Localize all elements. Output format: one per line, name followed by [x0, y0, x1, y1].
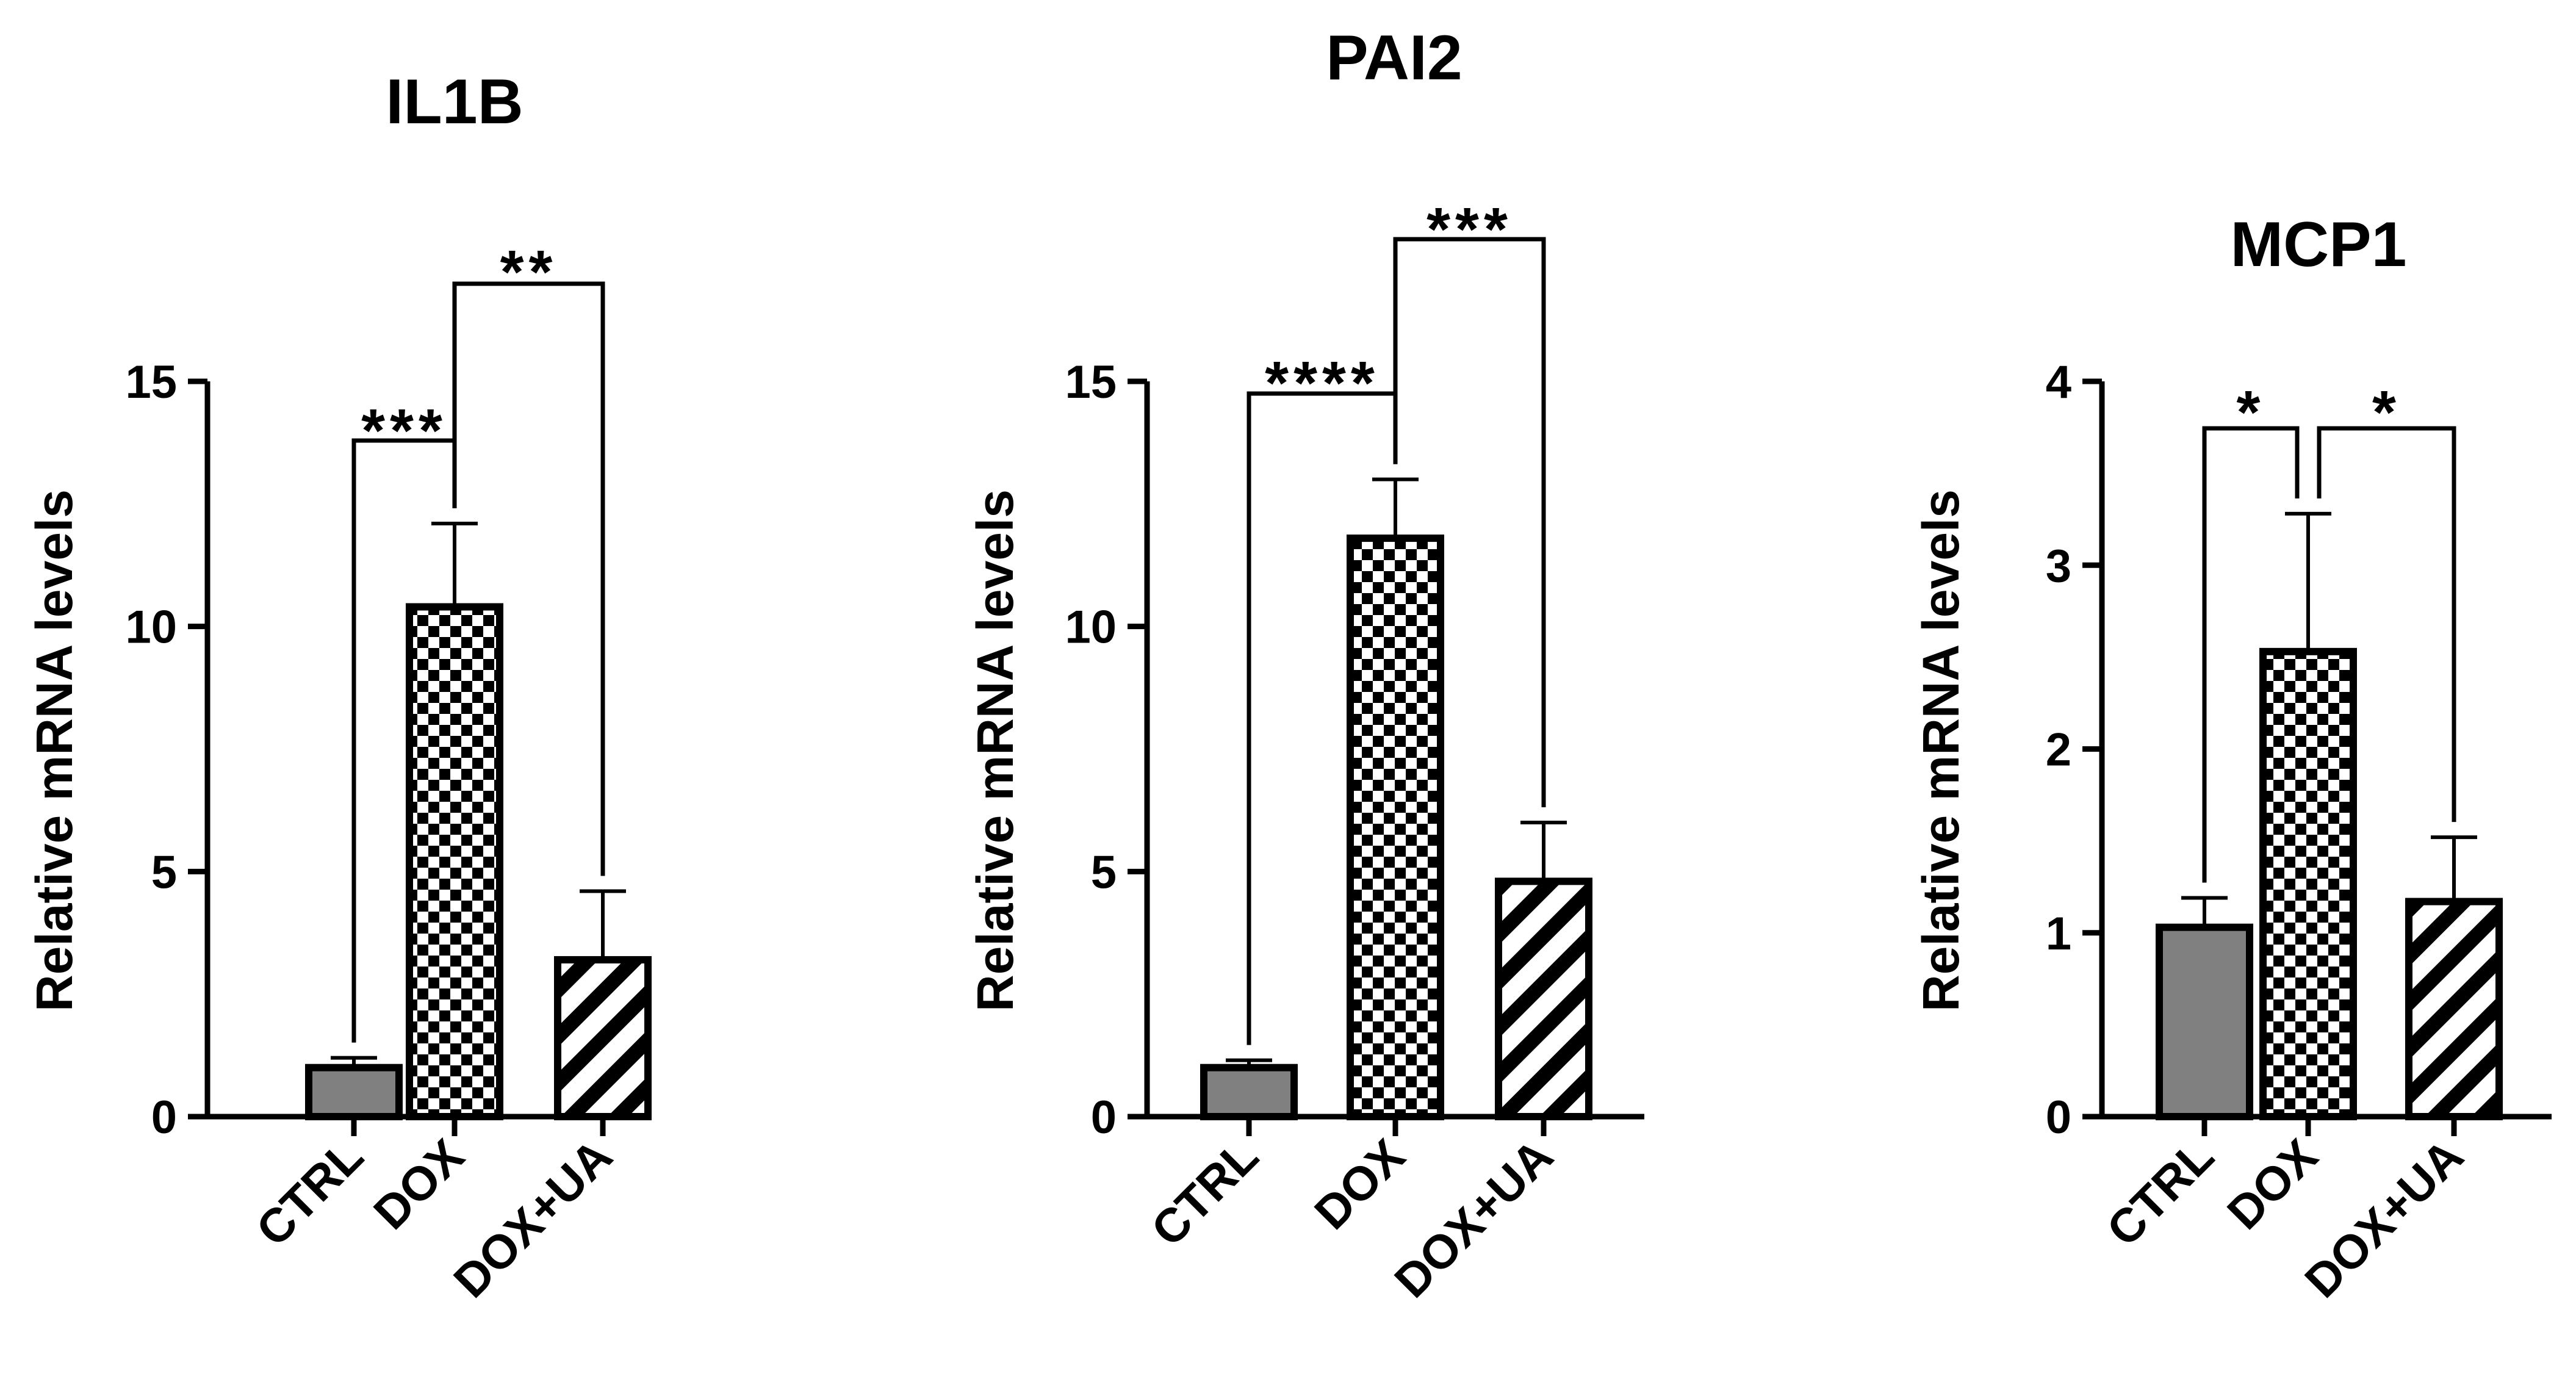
- y-tick-label: 10: [1065, 602, 1117, 653]
- bar-ctrl: [2156, 923, 2253, 1121]
- y-tick-label: 15: [1065, 356, 1117, 408]
- y-tick-label: 0: [2046, 1092, 2071, 1143]
- significance-label: *: [2237, 378, 2265, 447]
- bar-ctrl: [305, 1064, 403, 1120]
- bar-dox-ua: [2405, 898, 2503, 1120]
- y-tick-label: 3: [2046, 540, 2071, 592]
- significance-bracket: [2202, 426, 2300, 883]
- x-tick-label: CTRL: [2096, 1129, 2224, 1256]
- y-tick-label: 4: [2046, 356, 2071, 408]
- x-tick-label: CTRL: [1141, 1129, 1268, 1256]
- significance-label: ****: [1265, 349, 1380, 417]
- chart-panel-pai2: PAI2 Relative mRNA levels: [966, 23, 1462, 1012]
- chart-title: MCP1: [2231, 209, 2407, 280]
- x-tick-label: DOX: [2217, 1129, 2328, 1240]
- bar-dox-ua: [1495, 877, 1592, 1121]
- bar-dox: [1347, 535, 1444, 1120]
- y-tick-label: 10: [125, 602, 177, 653]
- y-tick-label: 15: [125, 356, 177, 408]
- y-tick-label: 0: [1091, 1092, 1117, 1143]
- x-tick-label: DOX: [1304, 1129, 1415, 1240]
- y-axis-label: Relative mRNA levels: [26, 489, 83, 1012]
- x-tick-label: DOX+UA: [1384, 1129, 1563, 1308]
- x-tick-label: CTRL: [246, 1129, 373, 1256]
- significance-bracket: [452, 281, 605, 876]
- y-tick-label: 0: [151, 1092, 177, 1143]
- significance-bracket: [2317, 426, 2456, 823]
- bar-ctrl: [1200, 1064, 1298, 1120]
- significance-label: *: [2372, 378, 2401, 447]
- chart-title: PAI2: [1326, 23, 1462, 93]
- significance-label: ***: [361, 397, 447, 465]
- y-tick-label: 1: [2046, 908, 2071, 960]
- y-axis-label: Relative mRNA levels: [966, 489, 1024, 1012]
- y-tick-label: 2: [2046, 724, 2071, 776]
- x-tick-label: DOX+UA: [443, 1129, 622, 1308]
- chart-panel-mcp1: MCP1 Relative mRNA levels: [1912, 209, 2406, 1012]
- bar-dox-ua: [554, 956, 652, 1121]
- chart-panel-il1b: IL1B Relative mRNA levels: [26, 67, 523, 1012]
- significance-label: **: [500, 238, 558, 306]
- chart-title: IL1B: [386, 67, 523, 137]
- significance-label: ***: [1427, 195, 1513, 264]
- y-axis-label: Relative mRNA levels: [1912, 489, 1970, 1012]
- y-tick-label: 5: [151, 846, 177, 898]
- y-tick-label: 5: [1091, 846, 1117, 898]
- bar-dox: [2259, 647, 2357, 1120]
- x-tick-label: DOX: [363, 1129, 474, 1240]
- x-tick-label: DOX+UA: [2294, 1129, 2473, 1308]
- significance-bracket: [1393, 237, 1546, 807]
- bar-dox: [406, 603, 503, 1120]
